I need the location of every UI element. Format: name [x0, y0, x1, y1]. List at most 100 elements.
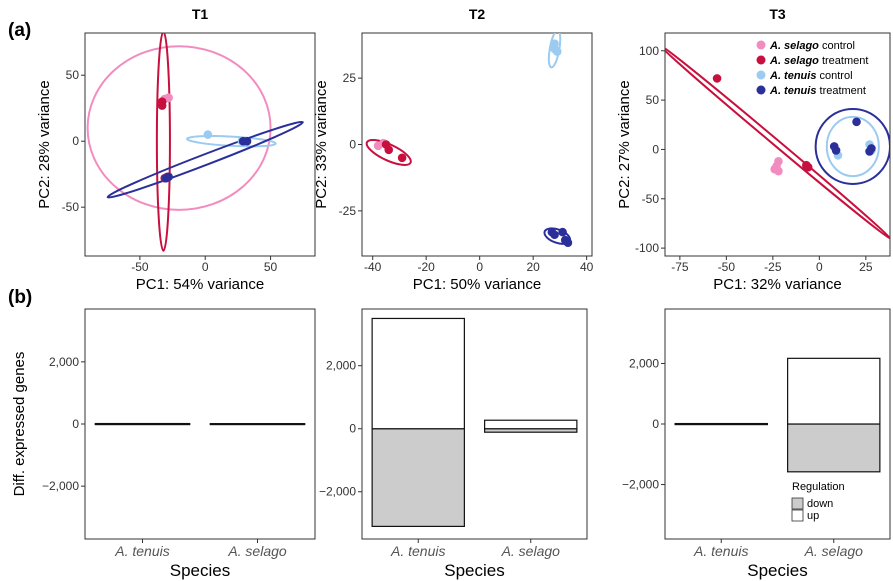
y-tick-label: 50: [66, 68, 80, 82]
x-axis-label: Species: [170, 561, 230, 580]
x-axis-label: Species: [747, 561, 807, 580]
x-axis-label: PC1: 32% variance: [713, 276, 841, 293]
y-axis-label: PC2: 27% variance: [616, 80, 633, 208]
data-point: [831, 146, 841, 155]
x-tick-label: -50: [718, 260, 736, 274]
data-point: [397, 153, 407, 163]
data-point: [774, 166, 783, 176]
legend-swatch: [791, 497, 804, 510]
data-point: [867, 144, 876, 153]
x-tick-label: 40: [580, 260, 594, 274]
legend-swatch: [756, 70, 766, 80]
x-axis-label: PC1: 50% variance: [413, 276, 541, 293]
legend-entry: A. selago control: [769, 40, 855, 52]
confidence-ellipse: [825, 115, 880, 178]
confidence-ellipse: [665, 42, 890, 241]
plot-frame: [361, 32, 593, 257]
y-tick-label: -50: [642, 192, 660, 206]
data-point: [803, 162, 813, 172]
legend-entry: A. tenuis treatment: [769, 85, 866, 97]
x-tick-label: -25: [764, 260, 782, 274]
deg-barplot-t2: A. tenuis A. selago −2,000 0 2,000 Species: [319, 308, 588, 580]
legend-entry: A. selago treatment: [769, 55, 868, 67]
legend-condition: treatment: [819, 55, 869, 67]
x-tick-label: 0: [476, 260, 483, 274]
data-point: [563, 238, 573, 248]
bar-down: [787, 423, 881, 473]
confidence-ellipse: [814, 107, 890, 185]
data-point: [157, 101, 167, 110]
y-tick-label: 2,000: [629, 356, 659, 370]
category-label: A. selago: [501, 543, 561, 559]
category-label: A. selago: [804, 543, 864, 559]
x-tick-label: -40: [364, 260, 382, 274]
plot-title: T2: [469, 6, 486, 22]
x-tick-label: -75: [671, 260, 689, 274]
plot-area: [365, 33, 573, 248]
x-tick-label: 20: [526, 260, 540, 274]
y-tick-label: 0: [349, 422, 356, 436]
y-tick-label: 0: [349, 138, 356, 152]
confidence-ellipse: [185, 135, 277, 148]
bar-up: [787, 357, 881, 425]
confidence-ellipse: [365, 138, 412, 166]
y-tick-label: 0: [72, 417, 79, 431]
y-tick-label: 25: [343, 71, 357, 85]
legend-swatch: [756, 55, 766, 65]
y-tick-label: 0: [652, 142, 659, 156]
y-axis-label: Diff. expressed genes: [11, 352, 28, 497]
x-axis-label: Species: [444, 561, 504, 580]
x-tick-label: 0: [202, 260, 209, 274]
confidence-ellipse: [106, 120, 304, 199]
legend-condition: control: [816, 70, 852, 82]
data-point: [242, 136, 252, 146]
legend-species: A. tenuis: [769, 85, 816, 97]
bar-up: [94, 422, 191, 425]
x-axis-label: PC1: 54% variance: [136, 276, 264, 293]
data-point: [550, 230, 559, 240]
data-point: [550, 39, 559, 48]
data-point: [712, 74, 722, 83]
y-tick-label: 2,000: [326, 359, 356, 373]
panel-label-b: (b): [8, 287, 32, 308]
legend-entry: A. tenuis control: [769, 70, 853, 82]
data-point: [384, 145, 394, 155]
y-tick-label: 2,000: [49, 355, 79, 369]
y-tick-label: 50: [646, 93, 660, 107]
data-point: [161, 173, 171, 183]
pca-plot-t2: T2 -40 -20 0 20 40 -25 0 25 PC1: 50% variance PC2:…: [313, 6, 594, 293]
legend-species: A. selago: [769, 40, 819, 52]
y-tick-label: -50: [62, 200, 80, 214]
legend-entry: up: [807, 510, 819, 522]
plot-title: T1: [192, 6, 209, 22]
x-tick-label: -50: [131, 260, 149, 274]
confidence-ellipse: [86, 45, 272, 211]
bar-up: [674, 422, 768, 425]
x-tick-label: 50: [264, 260, 278, 274]
plot-title: T3: [769, 6, 786, 22]
plot-frame: [84, 32, 316, 257]
y-tick-label: -100: [635, 241, 659, 255]
y-tick-label: −2,000: [42, 479, 79, 493]
legend-swatch: [756, 85, 766, 95]
bar-up: [209, 423, 306, 425]
legend-entry: down: [807, 498, 833, 510]
y-axis-label: PC2: 28% variance: [36, 80, 53, 208]
panel-label-a: (a): [8, 20, 31, 41]
bar-down: [371, 428, 465, 527]
data-point: [558, 227, 567, 237]
x-tick-label: 0: [816, 260, 823, 274]
y-tick-label: −2,000: [319, 485, 356, 499]
legend-condition: treatment: [816, 85, 866, 97]
x-tick-label: -20: [418, 260, 436, 274]
plot-frame: [664, 32, 891, 257]
plot-area: [665, 42, 890, 241]
y-tick-label: 0: [652, 417, 659, 431]
legend-swatch: [791, 509, 804, 522]
legend-condition: control: [819, 40, 855, 52]
category-label: A. tenuis: [390, 543, 445, 559]
data-point: [203, 130, 213, 139]
